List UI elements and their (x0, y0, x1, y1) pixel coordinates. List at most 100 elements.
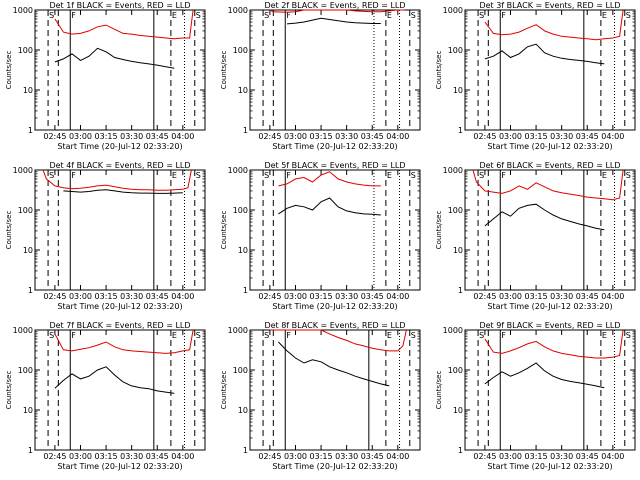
y-tick-label: 1 (243, 126, 248, 135)
time-marker-label: E (172, 331, 177, 340)
time-marker-label: E (172, 11, 177, 20)
time-marker-label: S (411, 11, 416, 20)
x-tick-label: 03:15 (525, 132, 548, 141)
x-axis-label: Start Time (20-Jul-12 02:33:20) (272, 462, 397, 471)
y-tick-label: 10 (453, 246, 463, 255)
time-marker-label: F (501, 11, 506, 20)
plot-frame (34, 169, 206, 291)
chart-title: Det 3f BLACK = Events, RED = LLD (479, 1, 620, 10)
y-tick-label: 10 (23, 246, 33, 255)
x-axis-label: Start Time (20-Jul-12 02:33:20) (272, 142, 397, 151)
y-tick-label: 1000 (443, 166, 463, 175)
time-marker-label: S (49, 331, 54, 340)
x-tick-label: 03:15 (525, 452, 548, 461)
x-tick-label: 03:15 (95, 452, 118, 461)
chart-title: Det 4f BLACK = Events, RED = LLD (49, 161, 190, 170)
chart-panel: Det 1f BLACK = Events, RED = LLD Counts/s… (5, 1, 206, 151)
chart-title: Det 2f BLACK = Events, RED = LLD (264, 1, 405, 10)
x-tick-label: 03:30 (550, 292, 573, 301)
chart-title: Det 5f BLACK = Events, RED = LLD (264, 161, 405, 170)
time-marker-label: S (196, 11, 201, 20)
time-marker-label: F (286, 171, 291, 180)
time-marker-label: E (387, 171, 392, 180)
lld-series-line (54, 329, 194, 354)
x-tick-label: 03:15 (95, 132, 118, 141)
x-tick-label: 03:15 (310, 292, 333, 301)
x-axis-label: Start Time (20-Jul-12 02:33:20) (57, 462, 182, 471)
x-tick-label: 03:45 (146, 292, 169, 301)
time-marker-label: S (479, 171, 484, 180)
lld-series-line (269, 329, 407, 352)
x-tick-label: 03:45 (361, 132, 384, 141)
lld-series-line (42, 169, 192, 191)
time-marker-label: S (626, 11, 631, 20)
y-tick-label: 1 (458, 126, 463, 135)
lld-series-line (54, 9, 194, 40)
time-marker-label: F (71, 11, 76, 20)
x-tick-label: 02:45 (473, 292, 496, 301)
x-tick-label: 03:30 (120, 452, 143, 461)
time-marker-label: F (71, 331, 76, 340)
lld-series-line (484, 329, 624, 359)
x-tick-label: 02:45 (43, 292, 66, 301)
time-marker-label: E (602, 171, 607, 180)
x-tick-label: 03:15 (525, 292, 548, 301)
time-marker-label: S (49, 11, 54, 20)
y-tick-label: 100 (18, 366, 33, 375)
plot-frame (249, 9, 421, 131)
chart-panel: Det 4f BLACK = Events, RED = LLD Counts/s… (5, 161, 206, 311)
events-series-line (484, 203, 605, 231)
time-marker-label: S (479, 331, 484, 340)
x-tick-label: 03:00 (69, 452, 92, 461)
time-marker-label: S (626, 331, 631, 340)
x-tick-label: 04:00 (601, 132, 624, 141)
y-tick-label: 1000 (443, 326, 463, 335)
x-tick-label: 03:00 (69, 292, 92, 301)
time-marker-label: S (264, 11, 269, 20)
chart-panel: Det 5f BLACK = Events, RED = LLD Counts/s… (220, 161, 421, 311)
y-tick-label: 100 (233, 206, 248, 215)
y-tick-label: 10 (23, 86, 33, 95)
y-tick-label: 1 (458, 286, 463, 295)
x-tick-label: 02:45 (258, 132, 281, 141)
y-tick-label: 10 (238, 246, 248, 255)
events-series-line (286, 17, 381, 25)
time-marker-label: E (602, 11, 607, 20)
x-tick-label: 03:00 (499, 292, 522, 301)
lld-series-line (472, 169, 624, 201)
x-tick-label: 03:30 (120, 292, 143, 301)
events-series-line (278, 197, 381, 216)
x-axis-label: Start Time (20-Jul-12 02:33:20) (487, 142, 612, 151)
time-marker-label: F (501, 331, 506, 340)
y-tick-label: 10 (238, 86, 248, 95)
y-axis-label: Counts/sec (435, 211, 443, 250)
time-marker-label: F (286, 11, 291, 20)
y-axis-label: Counts/sec (220, 211, 228, 250)
chart-panel: Det 8f BLACK = Events, RED = LLD Counts/s… (220, 321, 421, 471)
chart-panel: Det 3f BLACK = Events, RED = LLD Counts/s… (435, 1, 636, 151)
time-marker-label: E (387, 11, 392, 20)
x-tick-label: 03:30 (120, 132, 143, 141)
y-tick-label: 1 (28, 446, 33, 455)
x-tick-label: 03:45 (361, 292, 384, 301)
y-tick-label: 1 (458, 446, 463, 455)
x-tick-label: 03:00 (284, 452, 307, 461)
y-tick-label: 1000 (228, 326, 248, 335)
x-tick-label: 02:45 (258, 292, 281, 301)
time-marker-label: F (71, 171, 76, 180)
x-tick-label: 04:00 (386, 452, 409, 461)
y-axis-label: Counts/sec (220, 371, 228, 410)
x-tick-label: 04:00 (171, 132, 194, 141)
x-tick-label: 03:30 (550, 452, 573, 461)
chart-title: Det 6f BLACK = Events, RED = LLD (479, 161, 620, 170)
time-marker-label: F (286, 331, 291, 340)
x-tick-label: 03:45 (576, 452, 599, 461)
events-series-line (63, 189, 183, 194)
plot-frame (464, 329, 636, 451)
time-marker-label: S (411, 331, 416, 340)
x-axis-label: Start Time (20-Jul-12 02:33:20) (57, 142, 182, 151)
y-tick-label: 10 (23, 406, 33, 415)
y-tick-label: 100 (448, 366, 463, 375)
y-tick-label: 100 (18, 46, 33, 55)
